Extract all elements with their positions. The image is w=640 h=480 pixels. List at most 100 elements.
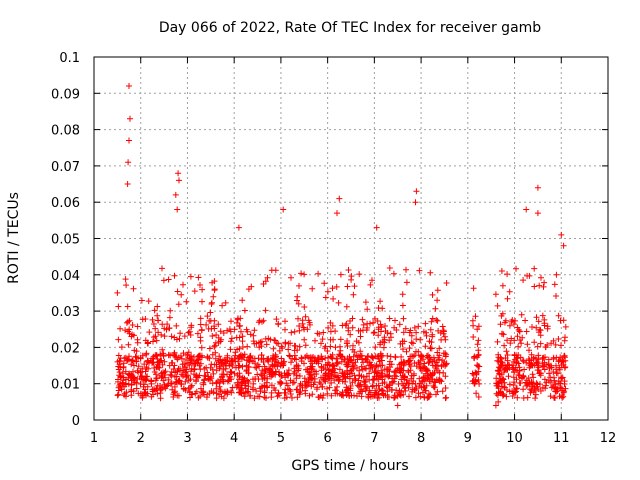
data-point <box>367 393 374 400</box>
data-point <box>191 288 198 295</box>
data-point <box>324 362 331 369</box>
y-tick-label: 0.05 <box>51 233 80 248</box>
data-point <box>425 359 432 366</box>
data-point <box>294 347 301 354</box>
data-point <box>362 355 369 362</box>
data-point <box>397 340 404 347</box>
data-point <box>212 339 219 346</box>
data-point <box>337 352 344 359</box>
data-point <box>165 380 172 387</box>
data-point <box>497 375 504 382</box>
data-point <box>554 385 561 392</box>
data-point <box>284 370 291 377</box>
data-point <box>501 342 508 349</box>
data-point <box>275 389 282 396</box>
data-point <box>137 368 144 375</box>
data-point <box>191 371 197 378</box>
data-point <box>177 352 184 359</box>
data-point <box>553 386 560 393</box>
data-point <box>285 367 292 374</box>
data-point <box>497 321 504 328</box>
data-point <box>339 378 346 385</box>
data-point <box>114 289 121 296</box>
data-point <box>141 389 148 395</box>
data-point <box>197 315 204 322</box>
data-point <box>319 395 326 401</box>
data-point <box>172 379 179 385</box>
data-point <box>412 394 419 401</box>
data-point <box>506 322 513 329</box>
data-point <box>174 379 181 386</box>
data-point <box>550 354 557 361</box>
data-point <box>504 337 511 344</box>
data-point <box>494 338 501 345</box>
data-point <box>296 327 303 334</box>
data-point <box>417 336 424 343</box>
data-point <box>216 353 223 360</box>
data-point <box>143 377 149 384</box>
data-point <box>171 373 178 380</box>
data-point <box>240 390 247 396</box>
data-point <box>322 372 329 379</box>
data-point <box>295 315 301 322</box>
data-point <box>373 362 380 369</box>
data-point <box>235 358 242 365</box>
y-tick-label: 0.09 <box>51 87 80 102</box>
data-point <box>203 364 210 371</box>
data-point <box>544 323 551 330</box>
data-point <box>391 324 398 331</box>
data-point <box>522 317 529 324</box>
data-point <box>539 312 546 319</box>
data-point <box>217 328 224 335</box>
data-point <box>538 274 544 281</box>
data-point <box>125 159 132 166</box>
data-point <box>375 332 382 339</box>
data-point <box>344 371 351 378</box>
data-point <box>403 279 410 286</box>
data-point <box>390 378 397 385</box>
data-point <box>510 366 517 373</box>
data-point <box>188 382 195 389</box>
data-point <box>122 276 129 283</box>
data-point <box>408 332 415 339</box>
data-point <box>289 394 295 401</box>
data-point <box>379 305 386 312</box>
data-point <box>340 370 347 377</box>
data-point <box>150 321 157 327</box>
data-point <box>533 314 540 321</box>
data-point <box>187 273 194 280</box>
data-point <box>150 334 157 341</box>
data-point <box>207 376 213 383</box>
data-point <box>286 352 293 359</box>
data-point <box>295 300 302 307</box>
data-point <box>406 393 412 400</box>
data-point <box>271 362 278 369</box>
data-point <box>219 371 226 378</box>
data-point <box>523 328 530 335</box>
data-point <box>128 388 135 395</box>
y-axis-label: ROTI / TECUs <box>6 192 22 284</box>
data-point <box>171 383 178 390</box>
y-tick-label: 0.03 <box>51 305 80 320</box>
data-point <box>443 351 450 358</box>
data-point <box>235 355 242 361</box>
data-point <box>209 333 216 339</box>
data-point <box>509 362 516 369</box>
data-point <box>319 356 326 363</box>
data-point <box>268 389 275 396</box>
data-point <box>263 341 270 348</box>
data-point <box>265 358 272 365</box>
data-point <box>365 362 372 369</box>
data-point <box>289 355 296 362</box>
data-point <box>516 380 523 386</box>
data-point <box>350 291 357 298</box>
data-point <box>525 375 532 382</box>
data-point <box>167 307 174 314</box>
data-point <box>240 354 247 361</box>
data-point <box>307 355 313 362</box>
data-point <box>373 363 379 370</box>
data-point <box>550 369 557 375</box>
data-point <box>508 318 515 325</box>
data-point <box>199 286 206 293</box>
data-point <box>239 363 246 370</box>
